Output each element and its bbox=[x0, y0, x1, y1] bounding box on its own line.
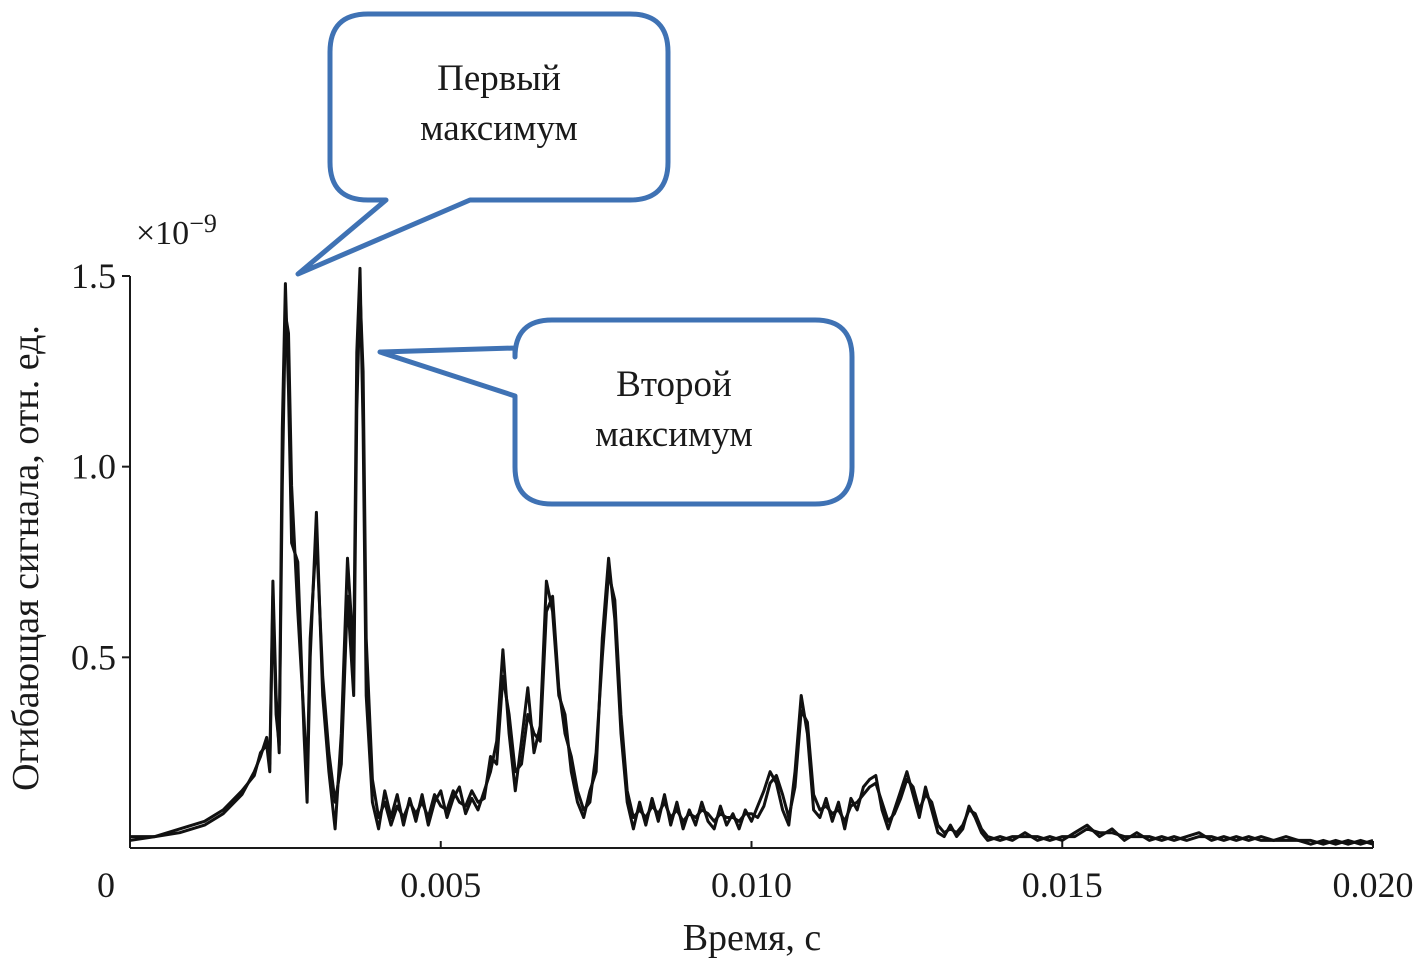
y-axis-title: Огибающая сигнала, отн. ед. bbox=[5, 325, 47, 791]
y-multiplier-exponent: −9 bbox=[189, 209, 217, 238]
y-multiplier-base: ×10 bbox=[136, 215, 189, 252]
x-tick-label: 0.020 bbox=[1333, 865, 1414, 905]
callout-second-line-1: Второй bbox=[616, 364, 732, 405]
y-tick-label: 1.0 bbox=[71, 447, 116, 487]
x-axis-ticks: 0 0.005 0.010 0.015 0.020 bbox=[97, 841, 1414, 905]
callout-first-bubble bbox=[295, 11, 671, 277]
callout-first-line-1: Первый bbox=[437, 58, 561, 99]
x-tick-label: 0.015 bbox=[1022, 865, 1103, 905]
callout-second-maximum: Второй максимум bbox=[377, 317, 855, 507]
callout-second-line-2: максимум bbox=[595, 414, 753, 455]
y-tick-label: 1.5 bbox=[71, 256, 116, 296]
y-tick-label: 0.5 bbox=[71, 637, 116, 677]
x-tick-label: 0 bbox=[97, 865, 115, 905]
y-axis-ticks: 0.5 1.0 1.5 bbox=[71, 256, 130, 677]
callout-second-bubble bbox=[377, 317, 855, 507]
x-tick-label: 0.010 bbox=[711, 865, 792, 905]
x-axis-title: Время, с bbox=[683, 917, 822, 959]
series-layer bbox=[129, 266, 1374, 846]
x-tick-label: 0.005 bbox=[400, 865, 481, 905]
y-multiplier-label: ×10−9 bbox=[136, 209, 217, 252]
callout-first-line-2: максимум bbox=[420, 108, 578, 149]
series-line-2 bbox=[130, 289, 1374, 846]
callout-first-maximum: Первый максимум bbox=[295, 11, 671, 277]
